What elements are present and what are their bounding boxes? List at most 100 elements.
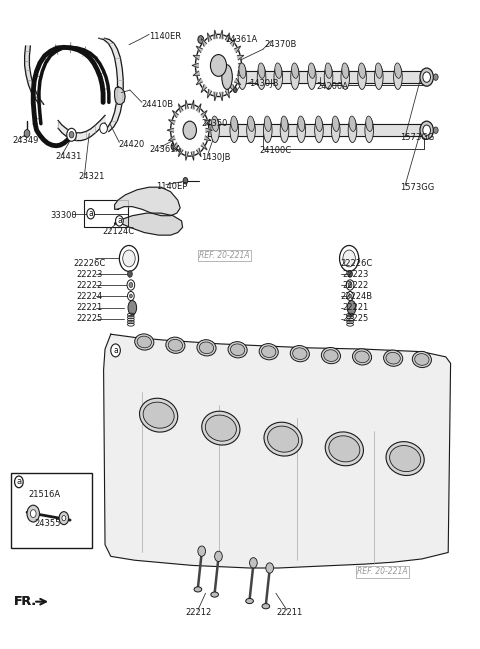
Text: 22222: 22222 (76, 281, 103, 290)
Text: 24420: 24420 (118, 140, 144, 149)
Circle shape (27, 505, 39, 522)
Polygon shape (193, 55, 200, 60)
Polygon shape (226, 33, 229, 42)
Ellipse shape (247, 118, 255, 143)
Polygon shape (196, 79, 203, 85)
Circle shape (170, 104, 209, 156)
Ellipse shape (274, 65, 283, 90)
Ellipse shape (211, 118, 219, 143)
Polygon shape (24, 46, 44, 104)
Circle shape (14, 476, 23, 487)
Circle shape (120, 245, 139, 271)
Polygon shape (220, 92, 223, 101)
Ellipse shape (332, 116, 339, 132)
Ellipse shape (262, 604, 270, 609)
Ellipse shape (374, 65, 383, 90)
Polygon shape (193, 71, 200, 75)
Polygon shape (197, 148, 201, 156)
Circle shape (183, 177, 188, 184)
Circle shape (69, 132, 74, 138)
Bar (84, 200, 128, 227)
Circle shape (128, 291, 134, 300)
Circle shape (346, 280, 354, 290)
Ellipse shape (420, 68, 433, 86)
Polygon shape (191, 100, 194, 109)
Ellipse shape (342, 63, 349, 79)
Polygon shape (226, 90, 229, 98)
Circle shape (171, 143, 177, 151)
Text: 24361A: 24361A (149, 145, 181, 154)
Circle shape (67, 129, 76, 141)
Text: 24350: 24350 (202, 119, 228, 129)
Ellipse shape (222, 65, 232, 90)
Ellipse shape (128, 300, 137, 315)
Ellipse shape (228, 341, 247, 358)
Polygon shape (207, 90, 212, 98)
Circle shape (195, 34, 241, 97)
Ellipse shape (315, 118, 323, 143)
Circle shape (423, 72, 431, 82)
Polygon shape (235, 79, 240, 85)
Ellipse shape (281, 116, 288, 132)
Polygon shape (197, 104, 201, 112)
Ellipse shape (202, 411, 240, 445)
Ellipse shape (325, 432, 363, 466)
Polygon shape (99, 38, 123, 132)
Polygon shape (191, 151, 194, 160)
Polygon shape (168, 136, 175, 141)
Circle shape (129, 282, 133, 288)
Ellipse shape (415, 354, 429, 365)
Text: FR.: FR. (14, 595, 37, 608)
Ellipse shape (394, 65, 402, 90)
Bar (11, 474, 92, 548)
Polygon shape (172, 110, 178, 117)
Text: 1140ER: 1140ER (149, 32, 181, 41)
Ellipse shape (358, 65, 366, 90)
Ellipse shape (264, 422, 302, 456)
Polygon shape (115, 213, 182, 235)
Polygon shape (172, 143, 178, 150)
Circle shape (62, 515, 66, 520)
Text: 24410B: 24410B (142, 100, 174, 109)
Text: 22223: 22223 (342, 270, 369, 279)
Ellipse shape (264, 116, 271, 132)
Ellipse shape (262, 346, 276, 358)
Circle shape (116, 215, 123, 226)
Text: REF. 20-221A: REF. 20-221A (199, 251, 250, 260)
Polygon shape (206, 129, 212, 132)
Polygon shape (230, 38, 236, 46)
Ellipse shape (140, 398, 178, 432)
Ellipse shape (386, 352, 400, 364)
Ellipse shape (230, 118, 239, 143)
Polygon shape (230, 84, 236, 92)
Circle shape (130, 294, 132, 298)
Circle shape (198, 36, 204, 43)
Circle shape (348, 282, 352, 288)
Ellipse shape (291, 63, 299, 79)
Text: 22226C: 22226C (73, 259, 106, 268)
Ellipse shape (349, 116, 356, 132)
Polygon shape (201, 125, 424, 136)
Polygon shape (229, 71, 424, 83)
Ellipse shape (412, 351, 432, 367)
Ellipse shape (291, 65, 300, 90)
Ellipse shape (194, 587, 202, 592)
Circle shape (233, 88, 237, 93)
Circle shape (423, 125, 431, 136)
Text: 21516A: 21516A (28, 490, 60, 498)
Ellipse shape (297, 118, 306, 143)
Text: 1573GG: 1573GG (400, 134, 434, 143)
Polygon shape (237, 71, 244, 75)
Ellipse shape (341, 65, 349, 90)
Text: 22225: 22225 (342, 314, 369, 323)
Text: 22212: 22212 (185, 607, 211, 617)
Text: 22226C: 22226C (340, 259, 373, 268)
Polygon shape (185, 100, 188, 109)
Polygon shape (204, 136, 211, 141)
Ellipse shape (359, 63, 365, 79)
Ellipse shape (230, 344, 245, 356)
Ellipse shape (238, 65, 247, 90)
Polygon shape (204, 120, 211, 125)
Text: 22211: 22211 (276, 607, 302, 617)
Text: 1430JB: 1430JB (201, 153, 230, 162)
